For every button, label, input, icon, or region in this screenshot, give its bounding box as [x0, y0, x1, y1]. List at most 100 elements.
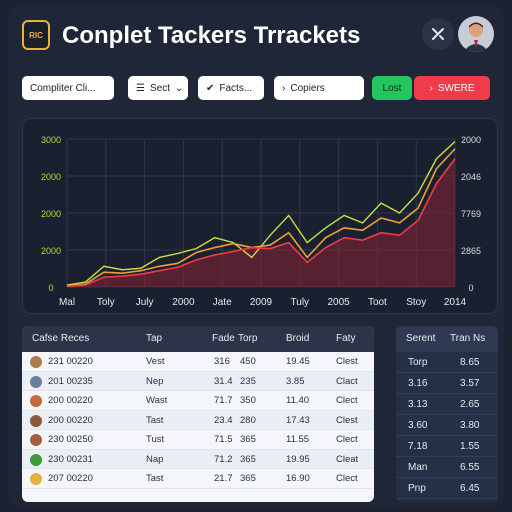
table-cell: 71.2: [214, 453, 233, 465]
table-cell: 11.40: [286, 395, 310, 406]
y-right-tick-label: 2865: [461, 246, 481, 256]
chevron-down-icon: ⌄: [174, 82, 184, 94]
summary-row[interactable]: 3.13 2.65: [396, 394, 498, 415]
table-cell: 19.95: [286, 453, 310, 465]
summary-cell: Torp: [408, 357, 428, 368]
filter-dropdown[interactable]: Compliter Cli...: [22, 76, 114, 100]
table-cell: Clect: [336, 395, 358, 406]
x-tick-label: 2000: [172, 297, 195, 308]
user-avatar[interactable]: [458, 16, 494, 52]
summary-cell: 2.65: [460, 399, 480, 410]
page-title: Conplet Tackers Trrackets: [62, 22, 361, 49]
row-avatar-icon: [30, 473, 42, 485]
table-cell: 207 00220: [48, 473, 93, 484]
table-cell: 31.4: [214, 375, 233, 387]
y-right-tick-label: 2000: [461, 135, 481, 145]
swere-button[interactable]: › SWERE: [414, 76, 490, 100]
summary-cell: 3.60: [408, 420, 428, 431]
share-button[interactable]: [422, 18, 454, 50]
toolbar: Compliter Cli... ☰ Sect ⌄ ✔ Facts... › C…: [8, 76, 504, 102]
table-header: Cafse Reces Tap Fade Torp Broid Faty: [22, 326, 374, 352]
header-cell[interactable]: Torp: [238, 333, 258, 344]
table-cell: 230 00250: [48, 434, 93, 445]
summary-row[interactable]: Torp 8.65: [396, 352, 498, 373]
row-avatar-icon: [30, 356, 42, 368]
table-cell: Clest: [336, 414, 358, 426]
table-cell: 350: [240, 395, 256, 406]
summary-row[interactable]: 7.18 1.55: [396, 436, 498, 457]
x-tick-label: Jate: [213, 297, 232, 308]
table-row[interactable]: 200 00220 Wast 71.7 350 11.40 Clect: [22, 391, 374, 411]
row-avatar-icon: [30, 395, 42, 407]
table-cell: Nep: [146, 375, 164, 387]
x-tick-label: 2005: [327, 297, 350, 308]
header: RIC Conplet Tackers Trrackets: [8, 6, 504, 64]
row-avatar-icon: [30, 453, 42, 466]
summary-body: Torp 8.65 3.16 3.57 3.13 2.65 3.60 3.80 7.18 1.55…: [396, 352, 498, 499]
logo-text: RIC: [29, 30, 43, 40]
x-tick-label: Toot: [368, 297, 387, 308]
lost-button[interactable]: Lost: [372, 76, 412, 100]
table-row[interactable]: 231 00220 Vest 316 450 19.45 Clest: [22, 352, 374, 372]
x-tick-label: Toly: [97, 297, 115, 308]
table-cell: 23.4: [214, 414, 233, 426]
x-tick-label: 2014: [444, 297, 467, 308]
user-avatar-icon: [458, 16, 494, 52]
header-cell[interactable]: Fade: [212, 333, 235, 344]
summary-row[interactable]: 3.60 3.80: [396, 415, 498, 436]
table-cell: 3.85: [286, 375, 305, 387]
y-tick-label: 2000: [41, 209, 61, 219]
summary-panel: Serent Tran Ns Torp 8.65 3.16 3.57 3.13 2.65 3…: [396, 326, 498, 502]
table-cell: 235: [240, 375, 256, 387]
table-cell: 280: [240, 414, 256, 426]
x-tick-label: July: [136, 297, 154, 308]
check-icon: ✔: [206, 82, 215, 94]
table-cell: 230 00231: [48, 453, 93, 465]
filter-dropdown-label: Compliter Cli...: [30, 82, 96, 94]
table-cell: 450: [240, 356, 256, 367]
summary-header-cell: Tran Ns: [450, 333, 486, 344]
table-cell: 16.90: [286, 473, 310, 484]
row-avatar-icon: [30, 434, 42, 446]
list-icon: ☰: [136, 82, 145, 94]
summary-cell: 1.55: [460, 441, 480, 452]
summary-row[interactable]: Pnp 6.45: [396, 478, 498, 499]
table-row[interactable]: 230 00231 Nap 71.2 365 19.95 Cleat: [22, 449, 374, 469]
table-cell: Wast: [146, 395, 168, 406]
table-cell: 365: [240, 434, 256, 445]
table-cell: Tust: [146, 434, 165, 445]
x-tick-label: Tuly: [291, 297, 310, 308]
sort-dropdown[interactable]: ☰ Sect ⌄: [128, 76, 188, 100]
table-row[interactable]: 200 00220 Tast 23.4 280 17.43 Clest: [22, 410, 374, 430]
sort-dropdown-label: Sect: [149, 82, 170, 94]
table-row[interactable]: 201 00235 Nep 31.4 235 3.85 Clact: [22, 371, 374, 391]
search-input-text: Copiers: [290, 82, 325, 94]
y-tick-label: 2000: [41, 246, 61, 256]
table-row[interactable]: 207 00220 Tast 21.7 365 16.90 Clect: [22, 469, 374, 489]
summary-row[interactable]: Man 6.55: [396, 457, 498, 478]
table-cell: 17.43: [286, 414, 310, 426]
app-logo: RIC: [22, 20, 50, 50]
x-tick-label: Stoy: [406, 297, 426, 308]
table-cell: Tast: [146, 473, 164, 484]
header-cell[interactable]: Cafse Reces: [32, 333, 90, 344]
table-row[interactable]: 230 00250 Tust 71.5 365 11.55 Clect: [22, 430, 374, 450]
x-tick-label: 2009: [250, 297, 273, 308]
facts-dropdown[interactable]: ✔ Facts...: [198, 76, 264, 100]
table-body: 231 00220 Vest 316 450 19.45 Clest 201 00235 Ne…: [22, 352, 374, 489]
header-cell[interactable]: Broid: [286, 333, 310, 344]
chart-panel: 3000 2000 2000 2000 0 2000 2046 7769 2865 0 Mal Tol…: [22, 118, 498, 314]
row-avatar-icon: [30, 375, 42, 388]
summary-cell: Man: [408, 462, 428, 473]
search-input[interactable]: › Copiers: [274, 76, 364, 100]
table-cell: 316: [214, 356, 230, 367]
y-right-tick-label: 2046: [461, 172, 481, 182]
summary-row[interactable]: 3.16 3.57: [396, 373, 498, 394]
facts-dropdown-label: Facts...: [219, 82, 253, 94]
y-tick-label: 2000: [41, 172, 61, 182]
table-cell: Clect: [336, 434, 358, 445]
header-cell[interactable]: Tap: [146, 333, 163, 344]
table-cell: 19.45: [286, 356, 310, 367]
table-cell: 200 00220: [48, 395, 93, 406]
header-cell[interactable]: Faty: [336, 333, 356, 344]
